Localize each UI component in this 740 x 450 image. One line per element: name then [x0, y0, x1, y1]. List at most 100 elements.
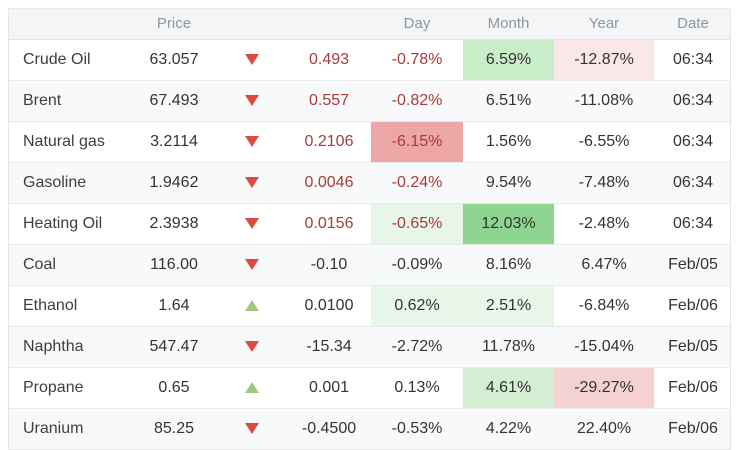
column-header-direction — [217, 9, 287, 39]
down-arrow-icon — [245, 340, 259, 352]
down-arrow-icon — [245, 217, 259, 229]
price-cell: 63.057 — [149, 50, 199, 68]
price-cell: 0.65 — [158, 378, 190, 396]
month-cell: 8.16% — [485, 255, 532, 273]
change-cell: -0.10 — [310, 255, 348, 273]
price-cell: 547.47 — [149, 337, 199, 355]
day-cell: 0.13% — [394, 378, 440, 396]
date-cell: 06:34 — [672, 132, 714, 150]
change-cell: 0.493 — [308, 50, 350, 68]
commodity-name[interactable]: Brent — [23, 91, 62, 109]
date-cell: Feb/05 — [668, 337, 718, 355]
month-cell: 12.03% — [463, 203, 554, 244]
day-cell: -0.78% — [391, 50, 443, 68]
table-body: Crude Oil 63.057 0.493 -0.78% 6.59% -12.… — [9, 39, 730, 450]
change-cell: 0.2106 — [304, 132, 354, 150]
down-arrow-icon — [245, 176, 259, 188]
month-cell: 6.59% — [463, 39, 554, 80]
table-row: Ethanol 1.64 0.0100 0.62% 2.51% -6.84% F… — [9, 285, 730, 326]
change-cell: 0.0156 — [304, 214, 354, 232]
date-cell: 06:34 — [672, 91, 714, 109]
commodity-name[interactable]: Natural gas — [23, 132, 105, 150]
price-cell: 116.00 — [150, 255, 198, 273]
day-cell: 0.62% — [371, 285, 463, 326]
commodity-name[interactable]: Crude Oil — [23, 50, 91, 68]
price-cell: 1.9462 — [149, 173, 199, 191]
direction-cell — [217, 326, 287, 367]
month-cell: 4.61% — [463, 367, 554, 408]
commodity-name[interactable]: Heating Oil — [23, 214, 103, 232]
down-arrow-icon — [245, 258, 259, 270]
direction-cell — [217, 285, 287, 326]
date-cell: Feb/06 — [668, 419, 718, 437]
change-cell: 0.0046 — [304, 173, 354, 191]
date-cell: Feb/06 — [668, 378, 718, 396]
change-cell: -0.4500 — [301, 419, 357, 437]
day-cell: -0.09% — [391, 255, 443, 273]
column-header-day[interactable]: Day — [403, 15, 431, 33]
change-cell: -15.34 — [306, 337, 352, 355]
column-header-change — [287, 9, 371, 39]
day-cell: -0.24% — [391, 173, 443, 191]
date-cell: 06:34 — [672, 50, 714, 68]
month-cell: 1.56% — [485, 132, 532, 150]
direction-cell — [217, 408, 287, 449]
price-cell: 85.25 — [153, 419, 195, 437]
commodity-name[interactable]: Ethanol — [23, 296, 78, 314]
direction-cell — [217, 162, 287, 203]
down-arrow-icon — [245, 94, 259, 106]
commodity-name[interactable]: Coal — [23, 255, 56, 273]
commodity-name[interactable]: Propane — [23, 378, 84, 396]
commodities-table: Price Day Month Year Date Crude Oil 63.0… — [9, 9, 730, 450]
commodity-name[interactable]: Gasoline — [23, 173, 87, 191]
table-row: Coal 116.00 -0.10 -0.09% 8.16% 6.47% Feb… — [9, 244, 730, 285]
commodity-name[interactable]: Uranium — [23, 419, 84, 437]
table-row: Naphtha 547.47 -15.34 -2.72% 11.78% -15.… — [9, 326, 730, 367]
year-cell: -12.87% — [554, 39, 654, 80]
column-header-price[interactable]: Price — [156, 15, 192, 33]
date-cell: 06:34 — [672, 214, 714, 232]
down-arrow-icon — [245, 135, 259, 147]
direction-cell — [217, 121, 287, 162]
table-header: Price Day Month Year Date — [9, 9, 730, 39]
year-cell: -6.55% — [578, 132, 630, 150]
month-cell: 6.51% — [485, 91, 532, 109]
price-cell: 67.493 — [149, 91, 199, 109]
year-cell: -15.04% — [574, 337, 634, 355]
table-row: Gasoline 1.9462 0.0046 -0.24% 9.54% -7.4… — [9, 162, 730, 203]
year-cell: -2.48% — [578, 214, 630, 232]
down-arrow-icon — [245, 53, 259, 65]
day-cell: -0.53% — [391, 419, 443, 437]
year-cell: -11.08% — [574, 91, 634, 109]
commodities-table-container: Price Day Month Year Date Crude Oil 63.0… — [8, 8, 731, 450]
year-cell: 22.40% — [576, 419, 632, 437]
table-row: Propane 0.65 0.001 0.13% 4.61% -29.27% F… — [9, 367, 730, 408]
year-cell: -29.27% — [554, 367, 654, 408]
date-cell: Feb/06 — [668, 296, 718, 314]
table-row: Natural gas 3.2114 0.2106 -6.15% 1.56% -… — [9, 121, 730, 162]
column-header-month[interactable]: Month — [487, 15, 530, 33]
date-cell: Feb/05 — [668, 255, 718, 273]
date-cell: 06:34 — [672, 173, 714, 191]
month-cell: 4.22% — [485, 419, 532, 437]
down-arrow-icon — [245, 422, 259, 434]
direction-cell — [217, 80, 287, 121]
column-header-name — [9, 9, 131, 39]
change-cell: 0.557 — [308, 91, 350, 109]
day-cell: -0.65% — [371, 203, 463, 244]
direction-cell — [217, 203, 287, 244]
table-row: Brent 67.493 0.557 -0.82% 6.51% -11.08% … — [9, 80, 730, 121]
year-cell: 6.47% — [581, 255, 627, 273]
day-cell: -6.15% — [371, 121, 463, 162]
month-cell: 9.54% — [485, 173, 532, 191]
column-header-year[interactable]: Year — [588, 15, 620, 33]
column-header-date[interactable]: Date — [677, 15, 709, 33]
change-cell: 0.0100 — [304, 296, 354, 314]
direction-cell — [217, 244, 287, 285]
direction-cell — [217, 39, 287, 80]
header-row: Price Day Month Year Date — [9, 9, 730, 39]
price-cell: 3.2114 — [150, 132, 198, 150]
month-cell: 2.51% — [463, 285, 554, 326]
price-cell: 1.64 — [158, 296, 190, 314]
commodity-name[interactable]: Naphtha — [23, 337, 84, 355]
